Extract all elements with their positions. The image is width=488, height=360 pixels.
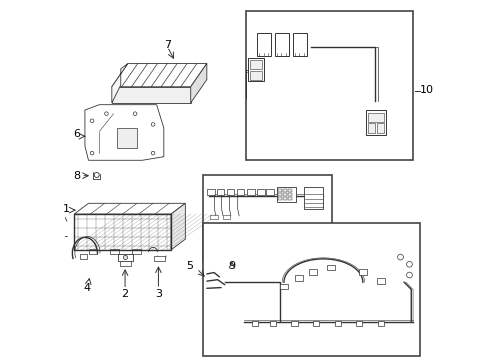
Bar bbox=[226, 189, 234, 195]
Polygon shape bbox=[74, 214, 171, 250]
Bar bbox=[223, 215, 230, 220]
Bar bbox=[153, 256, 164, 261]
Bar bbox=[216, 189, 224, 195]
Text: 5: 5 bbox=[186, 261, 193, 271]
Bar bbox=[326, 265, 334, 270]
Bar bbox=[80, 253, 86, 259]
Bar bbox=[274, 33, 288, 56]
Circle shape bbox=[406, 261, 411, 267]
Circle shape bbox=[397, 254, 403, 260]
Bar bbox=[257, 189, 264, 195]
Bar bbox=[312, 321, 319, 326]
Text: 1: 1 bbox=[63, 204, 70, 214]
Circle shape bbox=[123, 255, 127, 260]
Bar bbox=[287, 197, 292, 201]
Bar bbox=[277, 189, 282, 192]
Text: 6: 6 bbox=[73, 130, 80, 139]
Bar bbox=[367, 113, 384, 122]
Bar bbox=[203, 175, 332, 262]
Bar bbox=[249, 71, 262, 80]
Text: 8: 8 bbox=[73, 171, 80, 181]
Bar bbox=[251, 321, 258, 326]
Circle shape bbox=[151, 123, 155, 126]
Bar bbox=[117, 128, 137, 148]
Bar bbox=[269, 321, 276, 326]
Bar bbox=[206, 189, 214, 195]
Text: 2: 2 bbox=[121, 289, 128, 299]
Circle shape bbox=[90, 119, 94, 123]
Bar bbox=[236, 189, 244, 195]
Circle shape bbox=[94, 172, 99, 177]
Text: 9: 9 bbox=[228, 261, 235, 271]
Bar bbox=[210, 215, 217, 220]
Polygon shape bbox=[85, 105, 163, 160]
Bar bbox=[276, 187, 296, 202]
Bar bbox=[247, 58, 264, 81]
Bar bbox=[282, 189, 286, 192]
Polygon shape bbox=[171, 203, 185, 250]
Bar bbox=[265, 189, 273, 195]
Polygon shape bbox=[112, 63, 128, 103]
Bar bbox=[203, 223, 419, 356]
Bar bbox=[118, 253, 132, 261]
Polygon shape bbox=[74, 203, 185, 214]
Bar bbox=[257, 33, 270, 56]
Polygon shape bbox=[112, 63, 206, 87]
Bar bbox=[280, 284, 287, 289]
Bar bbox=[282, 193, 286, 196]
Bar bbox=[294, 275, 302, 281]
Circle shape bbox=[90, 151, 94, 155]
Bar bbox=[277, 193, 282, 196]
Bar bbox=[287, 189, 292, 192]
Text: 10: 10 bbox=[419, 85, 433, 95]
Bar bbox=[291, 321, 297, 326]
Bar bbox=[282, 197, 286, 201]
Bar bbox=[277, 197, 282, 201]
Bar bbox=[359, 269, 366, 275]
Bar bbox=[131, 249, 140, 253]
Bar bbox=[246, 12, 412, 160]
Polygon shape bbox=[112, 87, 190, 103]
Bar bbox=[355, 321, 362, 326]
Bar bbox=[88, 249, 97, 253]
Bar bbox=[377, 321, 383, 326]
Circle shape bbox=[151, 151, 155, 155]
Circle shape bbox=[104, 112, 108, 116]
Circle shape bbox=[133, 112, 137, 116]
Polygon shape bbox=[190, 63, 206, 103]
Bar bbox=[376, 278, 384, 284]
Text: 7: 7 bbox=[163, 40, 171, 50]
Circle shape bbox=[406, 272, 411, 278]
Bar bbox=[376, 123, 384, 134]
Bar bbox=[247, 189, 255, 195]
Bar bbox=[308, 269, 316, 275]
Bar bbox=[367, 123, 375, 134]
Bar bbox=[287, 193, 292, 196]
Bar bbox=[366, 110, 386, 135]
Bar bbox=[120, 261, 131, 266]
Bar bbox=[110, 249, 119, 253]
Bar bbox=[249, 60, 262, 69]
Bar bbox=[303, 187, 323, 209]
Text: 3: 3 bbox=[155, 289, 162, 299]
Text: 4: 4 bbox=[84, 283, 91, 293]
Bar bbox=[334, 321, 340, 326]
Bar bbox=[292, 33, 306, 56]
